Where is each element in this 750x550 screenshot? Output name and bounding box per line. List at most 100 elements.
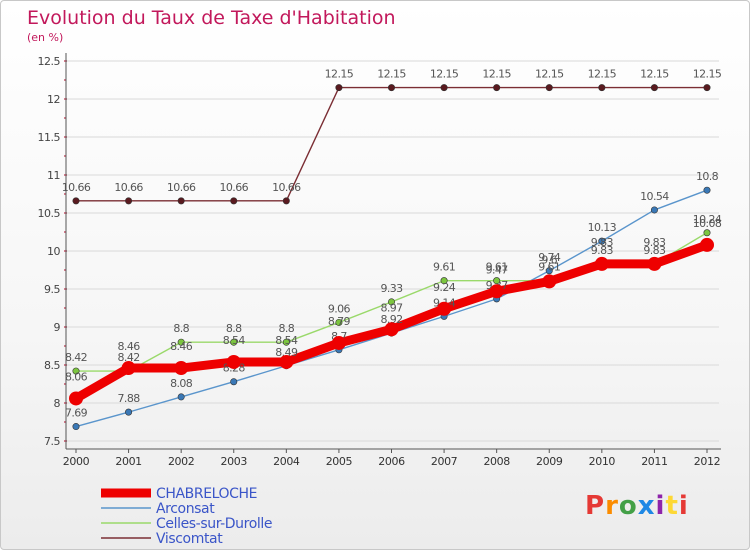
logo-letter: P <box>585 491 606 521</box>
data-label-arconsat: 8.49 <box>275 346 298 359</box>
x-tick-label: 2005 <box>326 455 353 468</box>
data-label-viscomtat: 12.15 <box>640 68 669 81</box>
data-point-chabreloche <box>121 361 136 376</box>
data-label-celles-sur-durolle: 10.24 <box>693 213 722 226</box>
logo-letter: x <box>637 491 656 521</box>
data-point-viscomtat <box>650 84 658 92</box>
chart-title: Evolution du Taux de Taxe d'Habitation <box>27 7 396 29</box>
data-label-chabreloche: 9.83 <box>643 236 666 249</box>
y-tick-label: 9.5 <box>44 283 60 296</box>
data-point-celles-sur-durolle <box>703 229 711 237</box>
data-label-celles-sur-durolle: 8.8 <box>226 322 242 335</box>
data-point-viscomtat <box>230 197 238 205</box>
data-label-viscomtat: 12.15 <box>693 68 722 81</box>
x-tick-label: 2003 <box>221 455 248 468</box>
x-tick-label: 2006 <box>378 455 405 468</box>
data-label-celles-sur-durolle: 9.33 <box>380 282 403 295</box>
data-point-celles-sur-durolle <box>387 298 395 306</box>
data-point-chabreloche <box>437 301 452 316</box>
y-tick-label: 9 <box>54 321 61 334</box>
proxiti-logo: Proxiti <box>585 491 689 521</box>
data-point-viscomtat <box>72 197 80 205</box>
data-point-chabreloche <box>174 361 189 376</box>
data-label-chabreloche: 8.46 <box>118 340 141 353</box>
y-tick-label: 8.5 <box>44 359 60 372</box>
data-point-viscomtat <box>493 84 501 92</box>
data-label-chabreloche: 8.06 <box>65 370 88 383</box>
data-label-chabreloche: 8.54 <box>223 334 246 347</box>
data-point-arconsat <box>650 206 658 214</box>
y-tick-label: 12.5 <box>38 55 61 68</box>
logo-letter: r <box>605 491 619 521</box>
data-label-celles-sur-durolle: 8.8 <box>278 322 294 335</box>
data-label-arconsat: 10.13 <box>588 221 617 234</box>
data-label-chabreloche: 8.54 <box>275 334 298 347</box>
data-label-celles-sur-durolle: 9.83 <box>591 244 614 257</box>
data-label-viscomtat: 10.66 <box>220 181 249 194</box>
data-point-chabreloche <box>279 354 294 369</box>
data-label-arconsat: 10.8 <box>696 170 719 183</box>
data-point-viscomtat <box>282 197 290 205</box>
data-label-viscomtat: 12.15 <box>430 68 459 81</box>
y-tick-label: 11 <box>47 169 60 182</box>
legend-label: Arconsat <box>156 501 215 517</box>
x-tick-label: 2004 <box>273 455 300 468</box>
data-point-celles-sur-durolle <box>335 318 343 326</box>
y-tick-label: 7.5 <box>44 435 60 448</box>
data-label-chabreloche: 9.83 <box>591 236 614 249</box>
data-point-arconsat <box>72 423 80 431</box>
data-point-viscomtat <box>598 84 606 92</box>
data-point-chabreloche <box>542 274 557 289</box>
data-point-arconsat <box>177 393 185 401</box>
logo-letter: i <box>655 491 666 521</box>
data-point-arconsat <box>125 408 133 416</box>
data-point-viscomtat <box>545 84 553 92</box>
logo-letter: t <box>665 491 679 521</box>
data-label-celles-sur-durolle: 9.06 <box>328 302 351 315</box>
data-point-celles-sur-durolle <box>72 367 80 375</box>
y-axis-unit: (en %) <box>27 31 64 44</box>
data-label-arconsat: 8.92 <box>380 313 402 326</box>
data-point-viscomtat <box>703 84 711 92</box>
data-point-celles-sur-durolle <box>230 338 238 346</box>
legend-label: Viscomtat <box>156 531 223 547</box>
data-point-chabreloche <box>647 256 662 271</box>
data-label-arconsat: 8.08 <box>170 377 193 390</box>
data-point-chabreloche <box>69 391 83 406</box>
y-tick-label: 8 <box>54 397 61 410</box>
data-label-viscomtat: 10.66 <box>114 181 143 194</box>
data-label-chabreloche: 8.97 <box>380 301 403 314</box>
data-label-viscomtat: 12.15 <box>588 68 617 81</box>
data-point-celles-sur-durolle <box>177 338 185 346</box>
data-point-arconsat <box>598 237 606 245</box>
x-tick-label: 2012 <box>694 455 720 468</box>
data-label-arconsat: 9.74 <box>538 251 561 264</box>
data-label-chabreloche: 8.79 <box>328 315 351 328</box>
data-label-arconsat: 7.69 <box>65 407 88 420</box>
data-label-celles-sur-durolle: 8.8 <box>173 322 189 335</box>
data-label-celles-sur-durolle: 9.83 <box>643 244 666 257</box>
data-label-arconsat: 7.88 <box>118 392 141 405</box>
logo-letter: o <box>618 491 638 521</box>
data-point-chabreloche <box>384 322 399 337</box>
data-point-arconsat <box>230 378 238 386</box>
logo-letter: i <box>678 491 689 521</box>
data-label-viscomtat: 12.15 <box>325 68 354 81</box>
data-label-celles-sur-durolle: 9.61 <box>433 261 455 274</box>
x-tick-label: 2007 <box>431 455 458 468</box>
data-label-chabreloche: 10.08 <box>693 217 722 230</box>
x-tick-label: 2010 <box>589 455 616 468</box>
data-label-celles-sur-durolle: 9.61 <box>538 261 560 274</box>
y-tick-label: 10 <box>47 245 60 258</box>
x-tick-label: 2011 <box>641 455 667 468</box>
data-point-celles-sur-durolle <box>493 277 501 285</box>
data-label-viscomtat: 10.66 <box>167 181 196 194</box>
data-label-celles-sur-durolle: 9.61 <box>486 261 508 274</box>
data-label-viscomtat: 12.15 <box>535 68 564 81</box>
data-point-chabreloche <box>594 256 609 271</box>
data-label-viscomtat: 12.15 <box>482 68 511 81</box>
data-point-chabreloche <box>489 284 504 299</box>
data-label-arconsat: 10.54 <box>640 190 669 203</box>
data-label-chabreloche: 9.47 <box>486 263 509 276</box>
